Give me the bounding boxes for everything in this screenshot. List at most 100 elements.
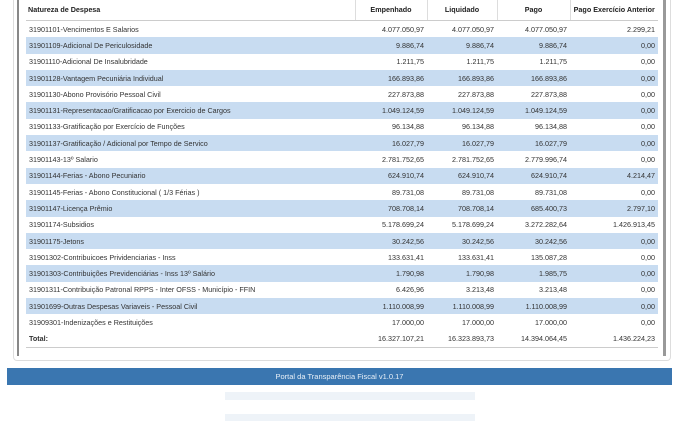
cell-natureza: 31901145-Ferias - Abono Constitucional (…	[29, 187, 200, 197]
cell-pago-anterior: 0,00	[570, 265, 658, 282]
table-row: 31901130-Abono Provisório Pessoal Civil 2…	[26, 86, 658, 102]
cell-pago-anterior: 0,00	[641, 89, 655, 99]
cell-natureza: 31901174-Subsidios	[29, 220, 95, 230]
header-natureza[interactable]: Natureza de Despesa	[26, 0, 355, 21]
table-row: 31901175-Jetons 30.242,56 30.242,56 30.242,…	[26, 232, 658, 250]
table-row: 31901174-Subsidios 5.178.699,24 5.178.699,…	[26, 217, 658, 233]
cell-pago: 1.049.124,59	[497, 102, 570, 119]
cell-pago-anterior: 0,00	[641, 187, 655, 197]
table-row: 31901131-Representacao/Gratificacao por …	[26, 102, 658, 119]
cell-natureza: 31901175-Jetons	[26, 232, 355, 250]
footer-bar: Portal da Transparência Fiscal v1.0.17	[7, 368, 672, 385]
cell-empenhado: 624.910,74	[355, 167, 427, 184]
cell-empenhado: 30.242,56	[355, 232, 427, 250]
cell-liquidado: 3.213,48	[466, 285, 494, 295]
scrollbar[interactable]	[663, 0, 666, 356]
header-empenhado[interactable]: Empenhado	[354, 0, 427, 21]
cell-pago: 2.779.996,74	[525, 155, 567, 165]
cell-empenhado: 708.708,14	[355, 200, 427, 217]
cell-pago: 685.400,73	[497, 200, 570, 217]
cell-natureza: 31909301-Indenizações e Restituições	[29, 317, 153, 327]
total-row: Total: 16.327.107,21 16.323.893,73 14.394.0…	[26, 330, 658, 348]
cell-empenhado: 5.178.699,24	[382, 220, 424, 230]
cell-liquidado: 4.077.050,97	[452, 24, 494, 34]
cell-empenhado: 227.873,88	[388, 89, 424, 99]
table-row: 31901699-Outras Despesas Variaveis - Pes…	[26, 298, 658, 315]
cell-liquidado: 1.049.124,59	[427, 102, 497, 119]
cell-pago-anterior: 2.797,10	[570, 200, 658, 217]
cell-pago: 96.134,88	[535, 122, 567, 132]
cell-empenhado: 16.027,79	[355, 135, 427, 152]
cell-pago-anterior: 0,00	[570, 69, 658, 87]
table-row: 31901311-Contribuição Patronal RPPS - In…	[26, 282, 658, 298]
cell-empenhado: 1.790,98	[355, 265, 427, 282]
cell-pago: 89.731,08	[535, 187, 567, 197]
cell-natureza: 31901109-Adicional De Periculosidade	[26, 37, 355, 54]
cell-liquidado: 5.178.699,24	[452, 220, 494, 230]
cell-natureza: 31901303-Contribuições Previdenciárias -…	[26, 265, 355, 282]
cell-natureza: 31901311-Contribuição Patronal RPPS - In…	[29, 285, 256, 295]
header-pago[interactable]: Pago	[496, 0, 570, 21]
report-panel	[13, 0, 671, 361]
faded-background	[225, 414, 475, 421]
table-row: 31901128-Vantagem Pecuniária Individual 1…	[26, 69, 658, 87]
total-cell-liquidado: 16.323.893,73	[427, 330, 497, 348]
table-header: Natureza de Despesa Empenhado Liquidado Pag…	[26, 0, 658, 21]
cell-empenhado: 133.631,41	[388, 252, 424, 262]
cell-pago: 166.893,86	[497, 69, 570, 87]
cell-pago: 227.873,88	[531, 89, 567, 99]
cell-empenhado: 4.077.050,97	[382, 24, 424, 34]
cell-pago: 1.211,75	[539, 57, 567, 67]
table-row: 31901303-Contribuições Previdenciárias -…	[26, 265, 658, 282]
header-pago-anterior[interactable]: Pago Exercício Anterior	[569, 0, 658, 21]
cell-pago-anterior: 0,00	[641, 317, 655, 327]
faded-background	[225, 392, 475, 400]
cell-pago-anterior: 4.214,47	[570, 167, 658, 184]
cell-pago: 1.110.008,99	[497, 298, 570, 315]
cell-pago-anterior: 2.299,21	[627, 24, 655, 34]
cell-pago-anterior: 0,00	[641, 122, 655, 132]
table-row: 31901302-Contribuicoes Prividenciarias -…	[26, 249, 658, 265]
cell-empenhado: 1.110.008,99	[355, 298, 427, 315]
cell-pago: 17.000,00	[535, 317, 567, 327]
cell-liquidado: 227.873,88	[458, 89, 494, 99]
cell-empenhado: 166.893,86	[355, 69, 427, 87]
cell-liquidado: 89.731,08	[462, 187, 494, 197]
cell-empenhado: 2.781.752,65	[382, 155, 424, 165]
cell-empenhado: 1.049.124,59	[355, 102, 427, 119]
cell-liquidado: 16.027,79	[427, 135, 497, 152]
cell-pago-anterior: 0,00	[641, 57, 655, 67]
cell-liquidado: 708.708,14	[427, 200, 497, 217]
cell-natureza: 31901137-Gratificação / Adicional por Te…	[26, 135, 355, 152]
table-row: 31901133-Gratificação por Exercício de F…	[26, 119, 658, 135]
cell-liquidado: 30.242,56	[427, 232, 497, 250]
cell-natureza: 31901101-Vencimentos E Salarios	[29, 24, 139, 34]
cell-pago: 9.886,74	[497, 37, 570, 54]
cell-liquidado: 133.631,41	[458, 252, 494, 262]
cell-empenhado: 1.211,75	[396, 57, 424, 67]
cell-pago: 3.213,48	[539, 285, 567, 295]
cell-pago-anterior: 0,00	[641, 285, 655, 295]
cell-pago-anterior: 1.426.913,45	[613, 220, 655, 230]
cell-empenhado: 6.426,96	[396, 285, 424, 295]
cell-pago-anterior: 0,00	[570, 298, 658, 315]
cell-pago-anterior: 0,00	[570, 102, 658, 119]
total-cell-empenhado: 16.327.107,21	[355, 330, 427, 348]
total-label: Total:	[26, 330, 355, 348]
cell-pago: 1.985,75	[497, 265, 570, 282]
cell-liquidado: 166.893,86	[427, 69, 497, 87]
cell-natureza: 31901143-13º Salario	[29, 155, 98, 165]
cell-pago-anterior: 0,00	[570, 232, 658, 250]
cell-natureza: 31901128-Vantagem Pecuniária Individual	[26, 69, 355, 87]
panel-divider	[17, 0, 19, 356]
cell-natureza: 31901133-Gratificação por Exercício de F…	[29, 122, 185, 132]
table-row: 31901147-Licença Prêmio 708.708,14 708.708…	[26, 200, 658, 217]
total-cell-pago: 14.394.064,45	[497, 330, 570, 348]
cell-pago: 4.077.050,97	[525, 24, 567, 34]
total-cell-pago-anterior: 1.436.224,23	[570, 330, 658, 348]
cell-pago: 16.027,79	[497, 135, 570, 152]
cell-liquidado: 1.211,75	[466, 57, 494, 67]
cell-pago-anterior: 0,00	[641, 155, 655, 165]
header-liquidado[interactable]: Liquidado	[426, 0, 497, 21]
cell-pago: 624.910,74	[497, 167, 570, 184]
